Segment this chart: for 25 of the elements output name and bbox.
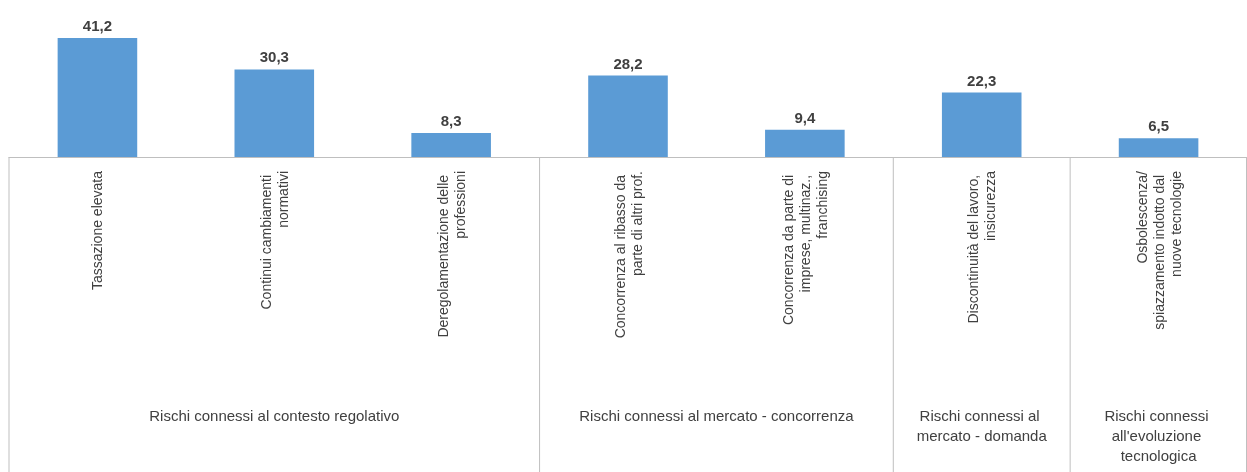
data-label: 41,2 [82,17,113,34]
data-label: 6,5 [1148,117,1169,135]
data-label: 22,3 [967,71,997,89]
data-label: 9,4 [794,108,816,126]
bar [411,133,491,157]
x-tick-label: Deregolamentazione delle professioni [434,171,468,338]
text: Rischi connessi al mercato - concorrenza [579,406,855,424]
x-tick-label: Osbolescenza/spiazzamento indotto dal nuove tecnologie [1133,170,1184,330]
data-label: 8,3 [440,112,462,130]
x-tick-label: Tassazione elevata [89,170,106,291]
text: Rischi connessi al mercato - domanda [916,406,1048,444]
x-tick-label: Continui cambiamenti normativi [257,171,291,310]
bar [588,75,668,157]
bar [941,92,1022,157]
text: Rischi connessi al contesto regolativo [149,406,400,424]
bar [57,38,138,157]
text: Rischi connessi all'evoluzione tecnologica [1104,406,1213,464]
bar [1118,138,1199,157]
bar [234,69,315,157]
x-tick-label: Discontinuità del lavoro, insicurezza [965,170,999,324]
data-label: 30,3 [259,48,289,66]
x-tick-label: Concorrenza da parte di imprese, multinaz., franchising [779,171,830,326]
bar [765,129,845,157]
x-tick-label: Concorrenza al ribasso da parte di altri prof. [611,171,645,339]
data-label: 28,2 [613,54,643,72]
